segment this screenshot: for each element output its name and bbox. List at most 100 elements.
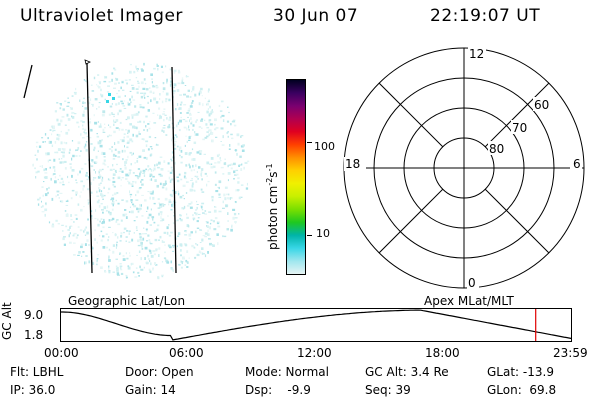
emission-speckle [58, 158, 60, 160]
emission-speckle [130, 101, 132, 104]
emission-speckle [78, 125, 80, 128]
emission-speckle [137, 210, 140, 213]
emission-speckle [211, 244, 213, 246]
emission-speckle [138, 275, 140, 277]
emission-speckle [240, 168, 243, 171]
emission-speckle [152, 250, 156, 253]
emission-speckle [130, 195, 132, 198]
emission-speckle [206, 110, 209, 114]
emission-speckle [189, 113, 192, 116]
emission-speckle [178, 129, 181, 132]
emission-speckle [98, 125, 102, 128]
emission-speckle [121, 199, 124, 201]
emission-speckle [68, 151, 71, 154]
emission-speckle [180, 149, 183, 153]
emission-speckle [71, 116, 75, 119]
emission-speckle [83, 145, 86, 149]
status-gain: Gain: 14 [125, 383, 176, 397]
emission-speckle [137, 168, 141, 170]
emission-speckle [99, 220, 101, 223]
emission-speckle [207, 108, 209, 110]
emission-speckle [198, 213, 201, 215]
emission-speckle [214, 217, 218, 220]
emission-speckle [211, 199, 214, 202]
emission-speckle [201, 95, 203, 97]
emission-speckle [233, 178, 235, 180]
emission-speckle [84, 234, 87, 236]
emission-speckle [82, 187, 84, 191]
emission-speckle [129, 138, 133, 142]
emission-speckle [83, 131, 85, 133]
emission-speckle [115, 103, 118, 106]
emission-speckle [71, 157, 73, 161]
emission-speckle [60, 130, 62, 133]
emission-speckle [113, 87, 116, 89]
emission-speckle [161, 204, 164, 206]
emission-speckle [180, 249, 182, 252]
emission-speckle [156, 163, 158, 167]
emission-speckle [170, 79, 172, 81]
emission-speckle [87, 202, 89, 205]
emission-speckle [111, 208, 114, 211]
emission-speckle [181, 79, 183, 83]
emission-speckle [153, 253, 156, 256]
status-seq: Seq: 39 [365, 383, 411, 397]
emission-speckle [204, 236, 207, 238]
emission-speckle [196, 206, 198, 210]
emission-speckle [220, 160, 222, 162]
emission-speckle [131, 95, 133, 99]
emission-speckle [200, 87, 203, 91]
emission-speckle [90, 165, 94, 168]
emission-speckle [169, 193, 172, 196]
emission-speckle [142, 149, 145, 152]
emission-speckle [73, 242, 76, 244]
emission-speckle [78, 155, 81, 157]
emission-speckle [180, 218, 183, 222]
emission-speckle [131, 185, 134, 187]
emission-speckle [95, 155, 98, 159]
emission-speckle [152, 196, 155, 200]
emission-speckle [130, 210, 134, 214]
emission-speckle [108, 219, 111, 222]
emission-speckle [200, 173, 202, 176]
emission-speckle [163, 257, 167, 259]
emission-speckle [140, 257, 142, 261]
emission-speckle [68, 234, 70, 238]
emission-speckle [166, 117, 168, 120]
emission-speckle [80, 150, 82, 152]
emission-speckle [192, 86, 195, 89]
emission-speckle [35, 141, 39, 144]
emission-speckle [133, 220, 136, 222]
emission-speckle [165, 187, 168, 191]
emission-speckle [149, 270, 152, 273]
emission-speckle [138, 233, 141, 235]
emission-speckle [185, 75, 189, 78]
emission-speckle [146, 95, 149, 98]
emission-speckle [219, 110, 223, 112]
emission-speckle [194, 175, 197, 177]
emission-speckle [176, 235, 180, 237]
emission-speckle [53, 173, 56, 175]
emission-speckle [208, 119, 212, 121]
emission-speckle [186, 204, 190, 207]
emission-speckle [128, 241, 131, 243]
emission-speckle [224, 158, 226, 160]
emission-speckle [210, 219, 213, 222]
emission-speckle [90, 182, 92, 186]
emission-speckle [98, 183, 101, 186]
emission-speckle [112, 194, 114, 196]
emission-speckle [98, 81, 102, 83]
emission-speckle [227, 220, 229, 222]
emission-speckle [221, 100, 224, 103]
emission-speckle [77, 147, 80, 150]
emission-speckle [175, 108, 177, 111]
emission-speckle [194, 134, 196, 136]
emission-speckle [242, 144, 245, 147]
label-bg-12 [468, 47, 486, 60]
emission-speckle [173, 69, 177, 72]
emission-speckle [59, 200, 62, 202]
emission-speckle [221, 144, 225, 146]
emission-speckle [112, 113, 115, 115]
emission-speckle [168, 118, 171, 122]
emission-speckle [67, 118, 71, 121]
